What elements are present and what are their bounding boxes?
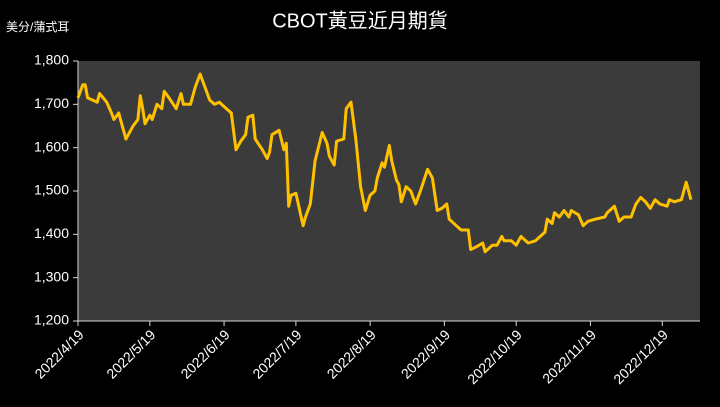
x-tick-label: 2022/10/19 bbox=[464, 326, 525, 387]
plot-area bbox=[78, 61, 700, 321]
x-tick-label: 2022/9/19 bbox=[398, 326, 454, 382]
price-line bbox=[76, 72, 693, 254]
y-tick-label: 1,200 bbox=[34, 312, 69, 328]
x-tick-label: 2022/6/19 bbox=[177, 326, 233, 382]
y-tick-label: 1,400 bbox=[34, 225, 69, 241]
y-tick-label: 1,800 bbox=[34, 52, 69, 68]
x-tick-label: 2022/7/19 bbox=[249, 326, 305, 382]
y-tick-label: 1,500 bbox=[34, 182, 69, 198]
x-tick-label: 2022/12/19 bbox=[610, 326, 671, 387]
x-tick-label: 2022/4/19 bbox=[31, 326, 87, 382]
y-tick-label: 1,300 bbox=[34, 268, 69, 284]
chart-title: CBOT黃豆近月期貨 bbox=[272, 9, 448, 32]
x-tick-label: 2022/8/19 bbox=[324, 326, 380, 382]
y-tick-label: 1,600 bbox=[34, 138, 69, 154]
x-tick-label: 2022/5/19 bbox=[103, 326, 159, 382]
y-axis-label: 美分/蒲式耳 bbox=[6, 20, 69, 34]
x-tick-label: 2022/11/19 bbox=[539, 326, 599, 386]
y-tick-label: 1,700 bbox=[34, 95, 69, 111]
